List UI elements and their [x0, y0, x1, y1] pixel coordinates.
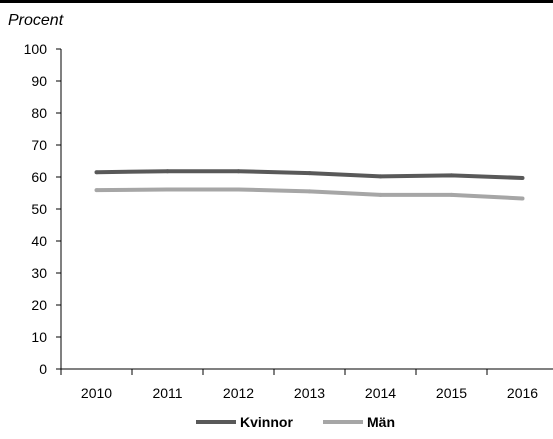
y-axis-label: Procent	[8, 12, 64, 29]
y-tick-label: 0	[39, 361, 47, 377]
x-tick-label: 2015	[436, 385, 467, 401]
data-point-kvinnor	[307, 171, 312, 176]
data-point-m-n	[165, 187, 170, 192]
y-tick-label: 90	[31, 73, 47, 89]
y-tick-label: 70	[31, 137, 47, 153]
data-point-m-n	[94, 188, 99, 193]
x-axis: 2010 2011 2012 2013 2014 2015 2016	[60, 368, 553, 401]
series-layer	[94, 169, 525, 201]
x-tick-label: 2012	[223, 385, 254, 401]
y-tick-label: 100	[24, 41, 48, 57]
y-tick-label: 10	[31, 329, 47, 345]
legend: Kvinnor Män	[196, 414, 395, 430]
y-tick-label: 40	[31, 233, 47, 249]
data-point-kvinnor	[236, 169, 241, 174]
data-point-m-n	[236, 187, 241, 192]
y-tick-label: 60	[31, 169, 47, 185]
data-point-kvinnor	[94, 170, 99, 175]
x-tick-label: 2011	[152, 385, 182, 401]
data-point-kvinnor	[520, 175, 525, 180]
data-point-m-n	[520, 196, 525, 201]
x-tick-label: 2014	[365, 385, 396, 401]
legend-label-m-n: Män	[367, 414, 395, 430]
y-tick-label: 80	[31, 105, 47, 121]
x-tick-label: 2016	[507, 385, 538, 401]
data-point-m-n	[449, 192, 454, 197]
y-tick-label: 20	[31, 297, 47, 313]
data-point-kvinnor	[449, 173, 454, 178]
data-point-kvinnor	[165, 169, 170, 174]
y-tick-label: 30	[31, 265, 47, 281]
data-point-m-n	[378, 192, 383, 197]
data-point-kvinnor	[378, 174, 383, 179]
y-axis: 0 10 20 30 40 50 60 70 80 90 100	[24, 41, 62, 377]
legend-label-kvinnor: Kvinnor	[240, 414, 293, 430]
x-tick-label: 2010	[81, 385, 112, 401]
x-tick-label: 2013	[294, 385, 325, 401]
data-point-m-n	[307, 189, 312, 194]
top-rule	[0, 0, 553, 3]
y-tick-label: 50	[31, 201, 47, 217]
